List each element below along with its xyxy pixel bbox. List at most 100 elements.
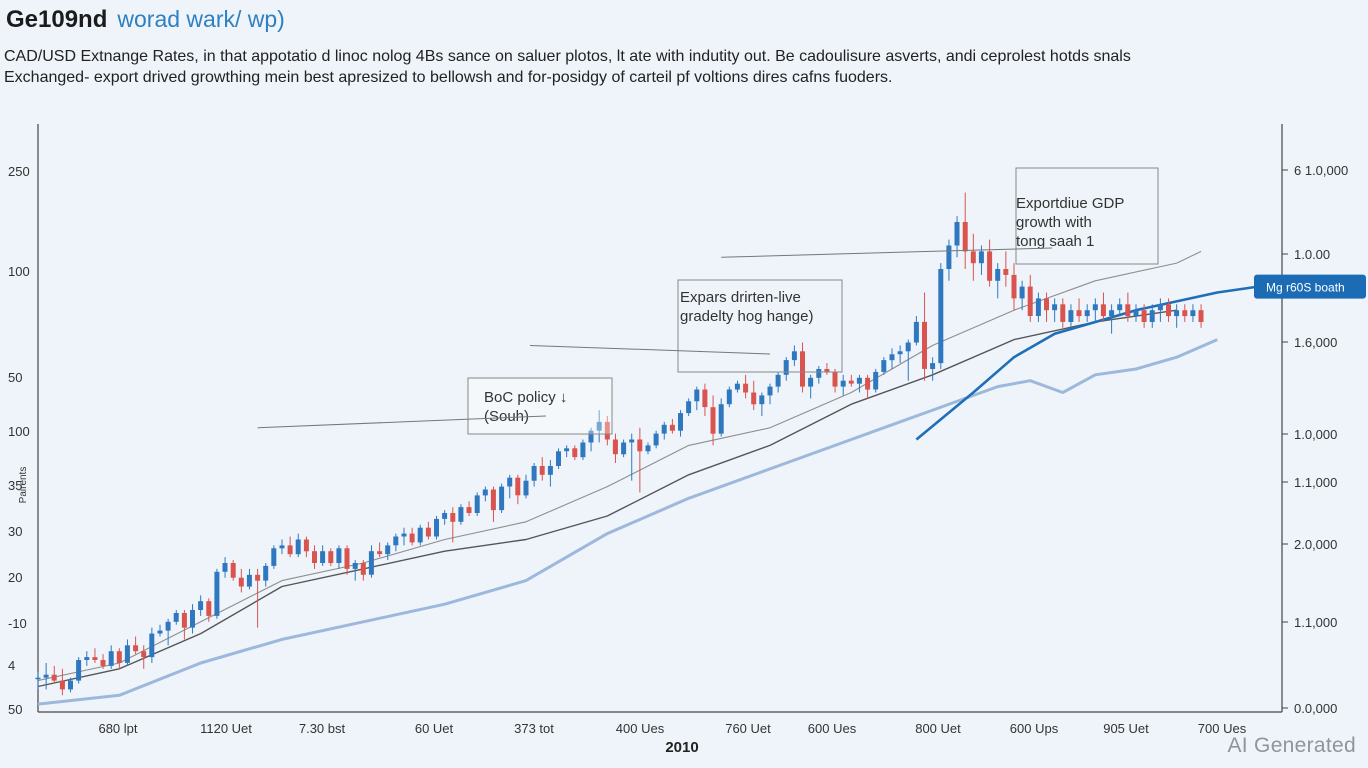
- candle-body: [474, 495, 480, 513]
- candle-body: [1011, 274, 1017, 299]
- candle-body: [621, 442, 627, 455]
- candle-body: [1157, 304, 1163, 311]
- y-tick-label-right: 6 1.0,000: [1294, 163, 1348, 178]
- candle-body: [35, 677, 41, 680]
- candle-body: [1190, 310, 1196, 317]
- candle-body: [238, 577, 244, 587]
- callout-label-box: [1254, 274, 1366, 299]
- candle-body: [303, 539, 309, 552]
- candle-body: [1174, 310, 1180, 317]
- candle-body: [84, 657, 90, 660]
- annotation-text: Expars drirten-live: [680, 289, 801, 306]
- candle-body: [678, 413, 683, 431]
- candle-body: [824, 369, 830, 372]
- annotations: Mg r60S boath BoC policy ↓ (Souh) Expars dr…: [257, 167, 1366, 435]
- annotation-text: (Souh): [484, 408, 529, 425]
- candle-body: [800, 351, 805, 387]
- candle-body: [263, 565, 269, 581]
- ai-generated-watermark: AI Generated: [1227, 734, 1356, 757]
- upper-band-line: [37, 250, 1202, 682]
- y-tick-label-right: 2.0,000: [1294, 537, 1337, 552]
- candle-body: [653, 433, 659, 446]
- candle-body: [564, 448, 570, 452]
- candle-body: [1092, 304, 1098, 311]
- y-axis-label-left: Pairents: [18, 467, 29, 504]
- candle-body: [116, 651, 122, 663]
- candle-body: [425, 527, 431, 537]
- candle-body: [726, 389, 732, 405]
- candle-body: [328, 551, 334, 563]
- candle-body: [596, 421, 602, 431]
- candle-body: [775, 374, 781, 387]
- y-tick-label-left: 4: [8, 658, 15, 673]
- title-row: Ge109nd worad wark/ wp): [6, 6, 285, 40]
- candle-body: [124, 645, 130, 663]
- candle-body: [181, 613, 187, 628]
- tick-labels: 680 lpt 1120 Uet 7.30 bst 60 Uet 373 tot 400 …: [8, 163, 1348, 756]
- candle-body: [1182, 310, 1188, 317]
- candle-body: [840, 380, 846, 387]
- annotation-text: growth with: [1016, 214, 1092, 231]
- y-tick-label-right: 0.0,000: [1294, 701, 1337, 716]
- candle-body: [978, 251, 984, 264]
- annotation-text: gradelty hog hange): [680, 308, 813, 325]
- candle-body: [368, 551, 374, 575]
- x-tick-label: 600 Ups: [1010, 721, 1059, 736]
- x-tick-label: 600 Ues: [808, 721, 857, 736]
- candle-body: [466, 507, 472, 513]
- candle-body: [352, 563, 358, 569]
- candle-body: [1166, 304, 1171, 317]
- candle-body: [1109, 310, 1115, 317]
- candle-body: [816, 369, 822, 378]
- annotation-text: Exportdiue GDP: [1016, 195, 1124, 212]
- candle-body: [385, 545, 391, 555]
- candle-body: [1076, 310, 1082, 317]
- candle-body: [751, 392, 757, 405]
- candle-body: [214, 571, 220, 616]
- candle-body: [246, 574, 252, 587]
- candle-body: [832, 371, 838, 387]
- candle-body: [190, 610, 195, 628]
- candle-body: [360, 563, 366, 575]
- candle-body: [930, 363, 936, 369]
- candle-body: [377, 551, 383, 555]
- candle-body: [572, 448, 578, 458]
- x-tick-label: 1120 Uet: [200, 721, 252, 736]
- candle-body: [889, 354, 895, 361]
- annotation-leader: [257, 415, 547, 429]
- candle-body: [1100, 304, 1106, 317]
- candle-body: [865, 377, 871, 390]
- annotation-leader: [530, 344, 771, 355]
- candle-body: [759, 395, 765, 405]
- candle-body: [897, 351, 903, 355]
- annotation-box: [1015, 167, 1159, 265]
- candle-body: [1019, 286, 1025, 299]
- candle-body: [1084, 310, 1090, 317]
- candle-body: [312, 551, 317, 563]
- candle-body: [149, 633, 155, 658]
- moving-average-line: [37, 309, 1177, 688]
- candle-body: [442, 513, 448, 519]
- candle-body: [767, 386, 773, 396]
- candle-body: [734, 383, 740, 390]
- candle-body: [848, 380, 854, 384]
- candle-body: [499, 486, 505, 511]
- candle-body: [393, 536, 399, 546]
- subtitle-line-1: CAD/USD Extnange Rates, in that appotati…: [4, 48, 1131, 65]
- candle-body: [702, 389, 708, 408]
- candle-body: [1117, 304, 1123, 311]
- candle-body: [133, 645, 139, 652]
- candle-body: [173, 613, 179, 622]
- candle-body: [401, 533, 407, 537]
- candle-body: [490, 489, 496, 511]
- candle-body: [1141, 310, 1147, 322]
- y-tick-label-left: -10: [8, 616, 27, 631]
- y-tick-label-right: 1.1,000: [1294, 475, 1337, 490]
- candle-body: [482, 489, 488, 496]
- subtitle-line-2: Exchanged- export drived growthing mein …: [4, 69, 893, 86]
- candle-body: [612, 439, 618, 455]
- candle-body: [1198, 310, 1204, 322]
- candle-body: [434, 518, 439, 537]
- candle-body: [539, 466, 545, 475]
- candle-body: [743, 383, 749, 393]
